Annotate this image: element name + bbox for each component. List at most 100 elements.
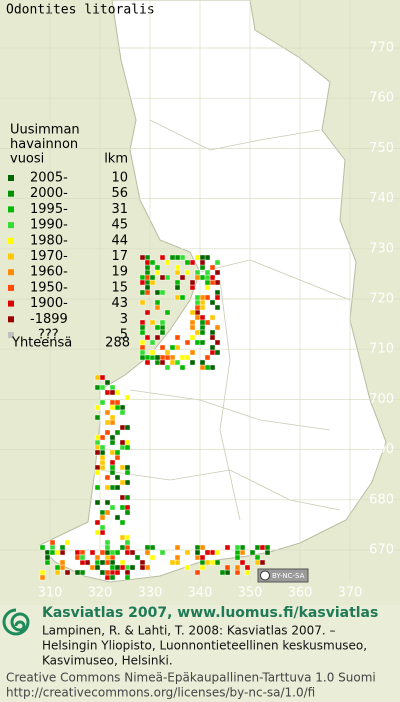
occurrence-square (134, 554, 141, 561)
occurrence-square (154, 269, 161, 276)
occurrence-square (214, 279, 221, 286)
occurrence-square (149, 554, 156, 561)
occurrence-square (194, 339, 201, 346)
occurrence-square (154, 359, 161, 366)
legend-count-heading: lkm (104, 152, 128, 167)
occurrence-square (174, 279, 181, 286)
occurrence-square (99, 559, 106, 566)
occurrence-square (204, 549, 211, 556)
occurrence-square (94, 464, 101, 471)
y-tick-label: 670 (369, 543, 394, 558)
occurrence-square (194, 329, 201, 336)
occurrence-square (94, 564, 101, 571)
occurrence-square (104, 474, 111, 481)
occurrence-square (94, 499, 101, 506)
occurrence-square (99, 464, 106, 471)
occurrence-square (139, 279, 146, 286)
occurrence-square (164, 354, 171, 361)
occurrence-square (119, 494, 126, 501)
occurrence-square (184, 339, 191, 346)
occurrence-square (144, 264, 151, 271)
occurrence-square (119, 439, 126, 446)
occurrence-square (199, 259, 206, 266)
occurrence-square (94, 414, 101, 421)
occurrence-square (109, 434, 116, 441)
occurrence-square (209, 279, 216, 286)
occurrence-square (144, 284, 151, 291)
occurrence-square (104, 539, 111, 546)
occurrence-square (114, 549, 121, 556)
occurrence-square (114, 569, 121, 576)
occurrence-square (204, 274, 211, 281)
occurrence-square (184, 564, 191, 571)
occurrence-square (144, 309, 151, 316)
occurrence-square (114, 404, 121, 411)
occurrence-square (79, 554, 86, 561)
x-tick-label: 310 (38, 586, 63, 601)
occurrence-square (199, 554, 206, 561)
occurrence-square (119, 444, 126, 451)
occurrence-square (99, 374, 106, 381)
occurrence-square (119, 504, 126, 511)
occurrence-square (104, 379, 111, 386)
occurrence-square (139, 349, 146, 356)
occurrence-square (234, 569, 241, 576)
legend-heading: havainnon (10, 137, 78, 152)
occurrence-square (214, 289, 221, 296)
occurrence-square (64, 539, 71, 546)
occurrence-square (119, 559, 126, 566)
footer-citation: Lampinen, R. & Lahti, T. 2008: Kasviatla… (42, 624, 336, 638)
occurrence-square (194, 254, 201, 261)
occurrence-square (129, 564, 136, 571)
occurrence-square (179, 354, 186, 361)
occurrence-square (179, 254, 186, 261)
occurrence-square (139, 339, 146, 346)
occurrence-square (144, 259, 151, 266)
occurrence-square (164, 274, 171, 281)
occurrence-square (189, 324, 196, 331)
occurrence-square (104, 569, 111, 576)
legend-label: 1970- (30, 249, 68, 264)
occurrence-square (49, 549, 56, 556)
occurrence-square (144, 544, 151, 551)
legend-count: 3 (120, 312, 128, 327)
legend-swatch (8, 206, 14, 213)
occurrence-square (114, 484, 121, 491)
occurrence-square (209, 299, 216, 306)
occurrence-square (139, 564, 146, 571)
y-tick-label: 690 (369, 442, 394, 457)
occurrence-square (209, 334, 216, 341)
occurrence-square (184, 354, 191, 361)
y-tick-label: 760 (369, 91, 394, 106)
occurrence-square (139, 354, 146, 361)
occurrence-square (124, 544, 131, 551)
occurrence-square (104, 574, 111, 581)
occurrence-square (124, 504, 131, 511)
occurrence-square (214, 349, 221, 356)
occurrence-square (174, 254, 181, 261)
occurrence-square (264, 544, 271, 551)
occurrence-square (144, 254, 151, 261)
occurrence-square (174, 554, 181, 561)
y-tick-label: 770 (369, 41, 394, 56)
occurrence-square (204, 254, 211, 261)
occurrence-square (214, 259, 221, 266)
occurrence-square (234, 544, 241, 551)
occurrence-square (119, 519, 126, 526)
occurrence-square (254, 559, 261, 566)
legend-count: 15 (111, 280, 128, 295)
occurrence-square (99, 509, 106, 516)
occurrence-square (154, 334, 161, 341)
occurrence-square (159, 324, 166, 331)
x-tick-label: 320 (88, 586, 113, 601)
occurrence-square (254, 544, 261, 551)
occurrence-square (194, 549, 201, 556)
finland-outline (39, 0, 387, 583)
occurrence-square (84, 559, 91, 566)
occurrence-square (164, 364, 171, 371)
occurrence-square (239, 544, 246, 551)
occurrence-square (109, 389, 116, 396)
occurrence-square (109, 404, 116, 411)
cc-badge-icon (260, 570, 270, 581)
occurrence-square (144, 334, 151, 341)
